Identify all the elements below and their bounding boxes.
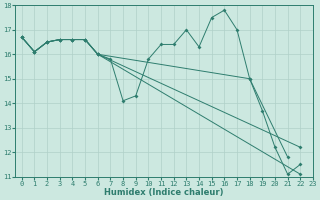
X-axis label: Humidex (Indice chaleur): Humidex (Indice chaleur): [104, 188, 224, 197]
